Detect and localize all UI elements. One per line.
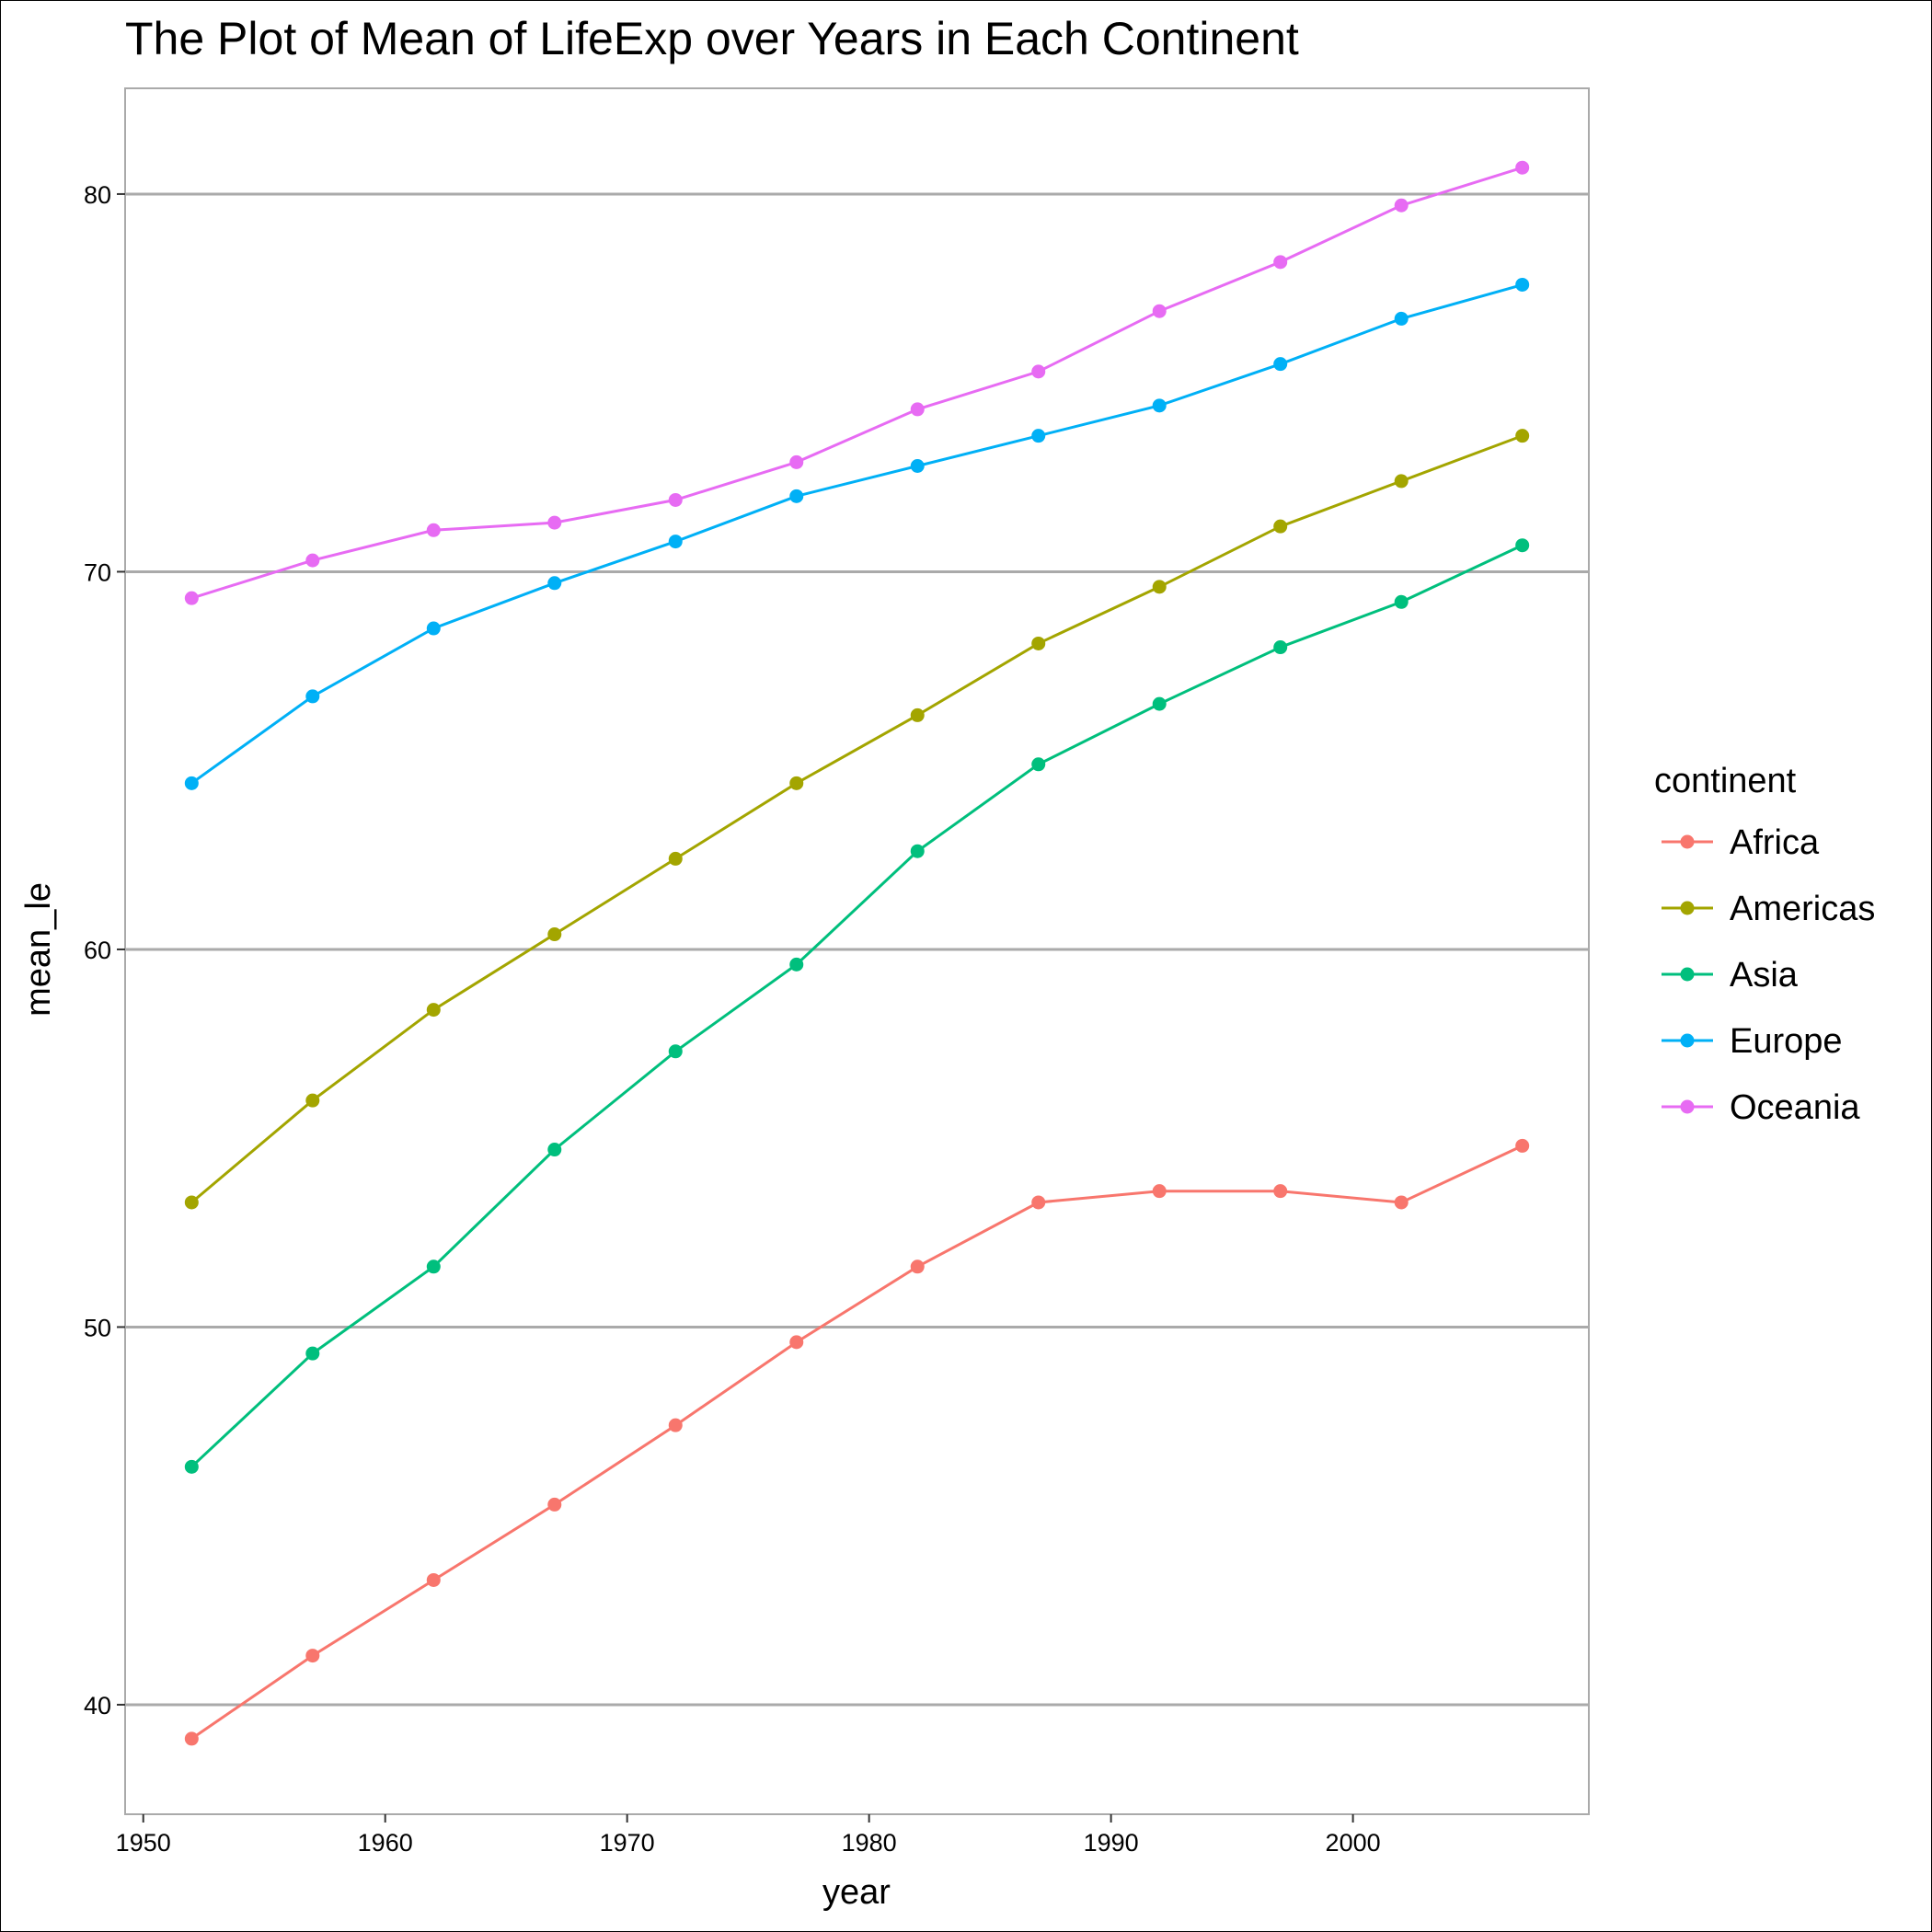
data-point-oceania	[426, 523, 441, 537]
legend-label-oceania: Oceania	[1730, 1088, 1860, 1127]
data-point-africa	[1394, 1195, 1409, 1210]
data-point-europe	[1394, 311, 1409, 326]
data-point-europe	[426, 621, 441, 636]
data-point-asia	[184, 1459, 199, 1474]
plot-area: 40 50 60 70 80 1950 1960 1970 1980 1990 2000	[84, 87, 1590, 1857]
y-tick-label: 80	[84, 181, 111, 209]
legend-label-americas: Americas	[1730, 890, 1875, 928]
data-point-europe	[547, 576, 562, 591]
data-point-oceania	[910, 402, 925, 417]
data-point-asia	[668, 1044, 683, 1059]
data-point-asia	[305, 1346, 320, 1361]
data-point-europe	[1515, 277, 1530, 292]
data-point-africa	[184, 1731, 199, 1746]
data-point-asia	[1152, 696, 1167, 711]
data-point-asia	[1031, 757, 1046, 772]
legend-key-point	[1680, 967, 1695, 982]
data-point-africa	[668, 1418, 683, 1432]
data-point-americas	[789, 776, 804, 790]
x-tick-label: 1990	[1084, 1829, 1139, 1857]
data-point-americas	[547, 927, 562, 942]
data-point-africa	[789, 1335, 804, 1350]
chart-title: The Plot of Mean of LifeExp over Years i…	[125, 13, 1299, 64]
data-point-europe	[789, 489, 804, 503]
data-point-africa	[547, 1497, 562, 1512]
series-line-africa	[190, 1144, 1524, 1741]
x-axis-title: year	[822, 1873, 891, 1912]
series-line-oceania	[190, 166, 1524, 600]
data-point-americas	[426, 1003, 441, 1018]
data-point-americas	[184, 1195, 199, 1210]
data-point-americas	[1394, 474, 1409, 489]
y-tick-label: 60	[84, 937, 111, 964]
data-point-africa	[1273, 1184, 1288, 1199]
data-point-asia	[547, 1143, 562, 1157]
data-point-africa	[426, 1572, 441, 1587]
data-point-africa	[1152, 1184, 1167, 1199]
data-point-asia	[1515, 538, 1530, 553]
legend-label-asia: Asia	[1730, 956, 1799, 995]
series-line-asia	[190, 544, 1524, 1468]
series-line-americas	[190, 434, 1524, 1204]
data-point-americas	[910, 707, 925, 722]
data-point-oceania	[305, 553, 320, 568]
y-axis-title: mean_le	[19, 882, 58, 1017]
legend: continent Africa Americas Asia Europe Oceani…	[1654, 762, 1875, 1127]
data-point-oceania	[789, 454, 804, 469]
data-point-europe	[1031, 429, 1046, 443]
data-point-asia	[1394, 594, 1409, 609]
data-point-europe	[305, 689, 320, 704]
data-point-oceania	[1515, 160, 1530, 175]
data-point-africa	[1515, 1138, 1530, 1153]
x-tick-label: 2000	[1326, 1829, 1381, 1857]
data-point-oceania	[1273, 255, 1288, 270]
series-line-europe	[190, 283, 1524, 785]
data-point-americas	[305, 1093, 320, 1108]
x-tick-label: 1980	[842, 1829, 897, 1857]
data-point-americas	[1152, 580, 1167, 594]
y-tick-label: 70	[84, 558, 111, 586]
data-point-europe	[184, 776, 199, 790]
data-point-oceania	[1394, 198, 1409, 213]
legend-label-africa: Africa	[1730, 823, 1820, 862]
data-point-oceania	[547, 515, 562, 530]
data-point-europe	[910, 459, 925, 474]
data-point-africa	[1031, 1195, 1046, 1210]
data-point-asia	[789, 957, 804, 972]
legend-key-point	[1680, 1033, 1695, 1048]
y-tick-label: 40	[84, 1692, 111, 1719]
data-point-asia	[910, 844, 925, 858]
data-point-africa	[305, 1649, 320, 1663]
x-tick-label: 1950	[116, 1829, 171, 1857]
data-point-oceania	[668, 492, 683, 507]
data-point-americas	[1031, 636, 1046, 650]
data-point-oceania	[184, 591, 199, 605]
legend-key-point	[1680, 901, 1695, 915]
data-point-asia	[426, 1259, 441, 1274]
legend-label-europe: Europe	[1730, 1022, 1843, 1061]
legend-key-point	[1680, 834, 1695, 849]
legend-key-point	[1680, 1099, 1695, 1114]
data-point-europe	[668, 535, 683, 549]
data-point-europe	[1273, 357, 1288, 372]
data-point-oceania	[1152, 304, 1167, 318]
data-point-americas	[1273, 519, 1288, 534]
x-tick-label: 1960	[358, 1829, 413, 1857]
data-point-asia	[1273, 640, 1288, 655]
panel-border	[124, 87, 1590, 1815]
legend-title: continent	[1654, 762, 1797, 800]
x-tick-label: 1970	[600, 1829, 655, 1857]
data-point-americas	[1515, 429, 1530, 443]
y-tick-label: 50	[84, 1314, 111, 1341]
data-point-africa	[910, 1259, 925, 1274]
data-point-americas	[668, 851, 683, 866]
data-point-europe	[1152, 398, 1167, 413]
data-point-oceania	[1031, 364, 1046, 379]
